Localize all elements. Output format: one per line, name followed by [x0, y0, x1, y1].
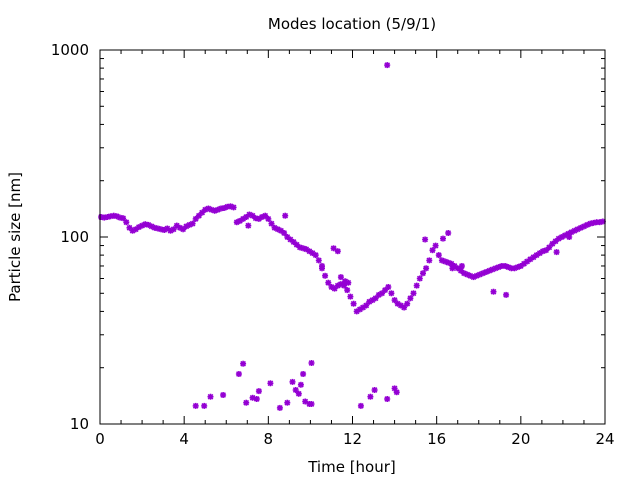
data-point	[413, 282, 420, 289]
data-point	[245, 222, 252, 229]
data-point	[123, 219, 130, 226]
data-point	[404, 300, 411, 307]
data-point	[426, 257, 433, 264]
x-tick-label: 24	[595, 430, 614, 448]
data-point	[282, 212, 289, 219]
data-point	[262, 212, 269, 219]
data-point	[521, 260, 527, 267]
data-point	[330, 245, 337, 252]
data-point	[407, 295, 414, 302]
data-point	[571, 227, 578, 234]
data-point	[384, 396, 391, 402]
x-tick-label: 4	[179, 430, 189, 448]
data-point	[410, 290, 417, 297]
data-point	[220, 392, 227, 398]
data-point	[458, 263, 465, 269]
x-tick-labels: 0 4 8 12 16 20 24	[95, 430, 614, 448]
data-point	[347, 293, 354, 300]
data-point	[345, 279, 352, 286]
x-axis-label: Time [hour]	[307, 458, 396, 476]
data-point	[429, 247, 436, 254]
data-point	[385, 284, 392, 290]
data-point	[367, 393, 374, 400]
data-point	[315, 257, 322, 264]
data-point	[235, 371, 242, 377]
tick-marks	[99, 49, 606, 425]
data-point	[533, 252, 540, 259]
data-point	[388, 290, 395, 297]
data-point	[384, 62, 391, 69]
data-point	[267, 380, 274, 387]
data-point	[287, 236, 294, 243]
y-tick-label: 10	[70, 415, 89, 433]
data-point	[566, 234, 573, 240]
data-points	[98, 62, 606, 411]
plot-area-border	[99, 49, 606, 425]
data-point	[253, 396, 260, 402]
data-point	[192, 402, 199, 409]
data-point	[445, 230, 452, 236]
data-point	[300, 371, 307, 377]
data-point	[319, 263, 325, 269]
data-point	[308, 360, 315, 366]
data-point	[334, 248, 341, 255]
data-point	[549, 240, 556, 247]
x-tick-label: 12	[343, 430, 362, 448]
y-tick-labels: 10 100 1000	[51, 41, 89, 433]
data-point	[295, 390, 302, 397]
data-point	[297, 381, 304, 388]
data-point	[449, 265, 456, 272]
x-tick-label: 0	[95, 430, 105, 448]
data-point	[265, 215, 272, 222]
data-point	[503, 291, 510, 298]
data-point	[284, 399, 291, 406]
data-point	[337, 274, 344, 281]
data-point	[420, 270, 426, 277]
data-point	[371, 387, 378, 393]
data-point	[322, 272, 329, 279]
data-point	[490, 288, 497, 295]
data-point	[357, 402, 364, 409]
y-tick-label: 1000	[51, 41, 89, 59]
data-point	[240, 360, 247, 367]
y-tick-label: 100	[60, 228, 89, 246]
x-tick-label: 20	[511, 430, 530, 448]
data-point	[440, 235, 446, 242]
data-point	[243, 399, 250, 406]
data-point	[207, 393, 214, 400]
data-point	[192, 215, 199, 222]
data-point	[240, 215, 247, 222]
data-point	[435, 252, 442, 259]
data-point	[422, 236, 429, 243]
data-point	[344, 287, 351, 294]
data-point	[391, 297, 398, 304]
data-point	[189, 220, 196, 227]
data-point	[423, 265, 430, 272]
data-point	[276, 404, 283, 411]
data-point	[432, 242, 439, 249]
data-point	[536, 250, 543, 257]
data-point	[308, 401, 315, 407]
data-point	[553, 249, 560, 256]
data-point	[201, 402, 208, 409]
data-point	[555, 235, 562, 242]
data-point	[416, 275, 423, 282]
data-point	[312, 252, 319, 259]
chart-title: Modes location (5/9/1)	[268, 15, 436, 33]
data-point	[401, 304, 408, 311]
data-point	[255, 388, 262, 395]
data-point	[302, 398, 309, 405]
data-point	[360, 304, 366, 311]
data-point	[350, 300, 357, 307]
y-axis-label: Particle size [nm]	[6, 172, 24, 302]
x-tick-label: 8	[264, 430, 274, 448]
data-point	[393, 389, 400, 396]
x-tick-label: 16	[427, 430, 446, 448]
data-point	[289, 378, 296, 385]
data-point	[290, 239, 297, 245]
data-point	[230, 204, 237, 211]
